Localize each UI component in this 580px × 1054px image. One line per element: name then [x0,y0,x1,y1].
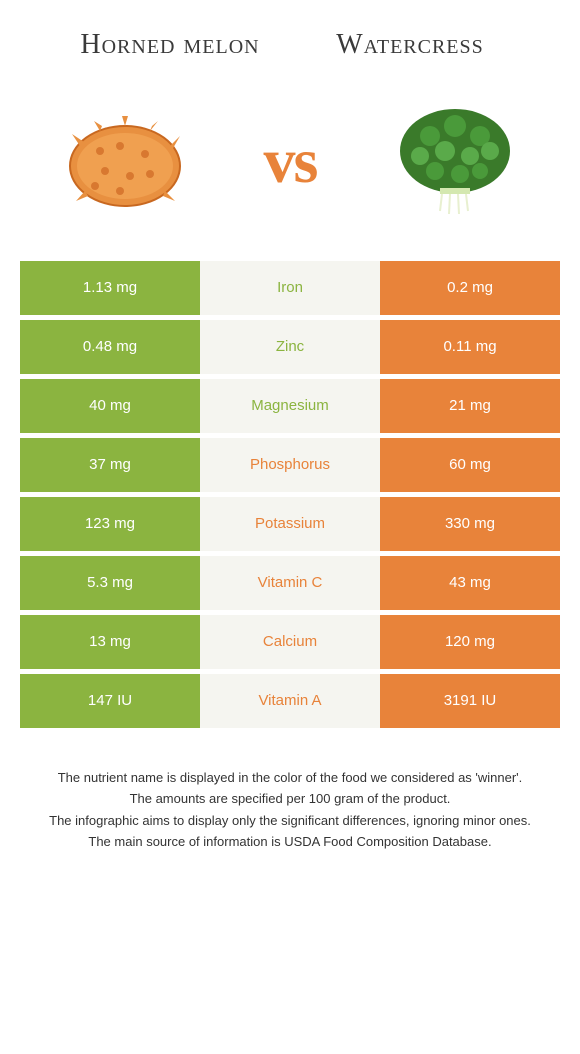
table-row: 13 mgCalcium120 mg [20,615,560,669]
table-row: 0.48 mgZinc0.11 mg [20,320,560,374]
nutrient-name: Potassium [200,497,380,551]
value-right: 60 mg [380,438,560,492]
value-left: 37 mg [20,438,200,492]
nutrient-name: Phosphorus [200,438,380,492]
value-left: 5.3 mg [20,556,200,610]
table-row: 37 mgPhosphorus60 mg [20,438,560,492]
watercress-image [380,91,530,231]
value-left: 123 mg [20,497,200,551]
value-right: 0.2 mg [380,261,560,315]
value-right: 120 mg [380,615,560,669]
value-right: 43 mg [380,556,560,610]
vs-label: vs [264,124,317,198]
value-right: 3191 IU [380,674,560,728]
table-row: 40 mgMagnesium21 mg [20,379,560,433]
value-left: 0.48 mg [20,320,200,374]
nutrient-name: Zinc [200,320,380,374]
horned-melon-image [50,91,200,231]
footer-line: The amounts are specified per 100 gram o… [40,789,540,809]
nutrient-name: Magnesium [200,379,380,433]
value-left: 1.13 mg [20,261,200,315]
value-right: 21 mg [380,379,560,433]
food-right-title: Watercress [290,30,530,61]
value-left: 13 mg [20,615,200,669]
table-row: 147 IUVitamin A3191 IU [20,674,560,728]
images-row: vs [20,81,560,261]
footer-line: The main source of information is USDA F… [40,832,540,852]
value-right: 330 mg [380,497,560,551]
table-row: 5.3 mgVitamin C43 mg [20,556,560,610]
footer-line: The infographic aims to display only the… [40,811,540,831]
footer-line: The nutrient name is displayed in the co… [40,768,540,788]
header: Horned melon Watercress [20,30,560,81]
food-left-title: Horned melon [50,30,290,61]
nutrient-name: Vitamin A [200,674,380,728]
nutrient-name: Calcium [200,615,380,669]
table-row: 123 mgPotassium330 mg [20,497,560,551]
nutrient-name: Vitamin C [200,556,380,610]
nutrient-name: Iron [200,261,380,315]
value-right: 0.11 mg [380,320,560,374]
nutrient-table: 1.13 mgIron0.2 mg0.48 mgZinc0.11 mg40 mg… [20,261,560,728]
value-left: 40 mg [20,379,200,433]
footer-notes: The nutrient name is displayed in the co… [20,768,560,852]
table-row: 1.13 mgIron0.2 mg [20,261,560,315]
value-left: 147 IU [20,674,200,728]
